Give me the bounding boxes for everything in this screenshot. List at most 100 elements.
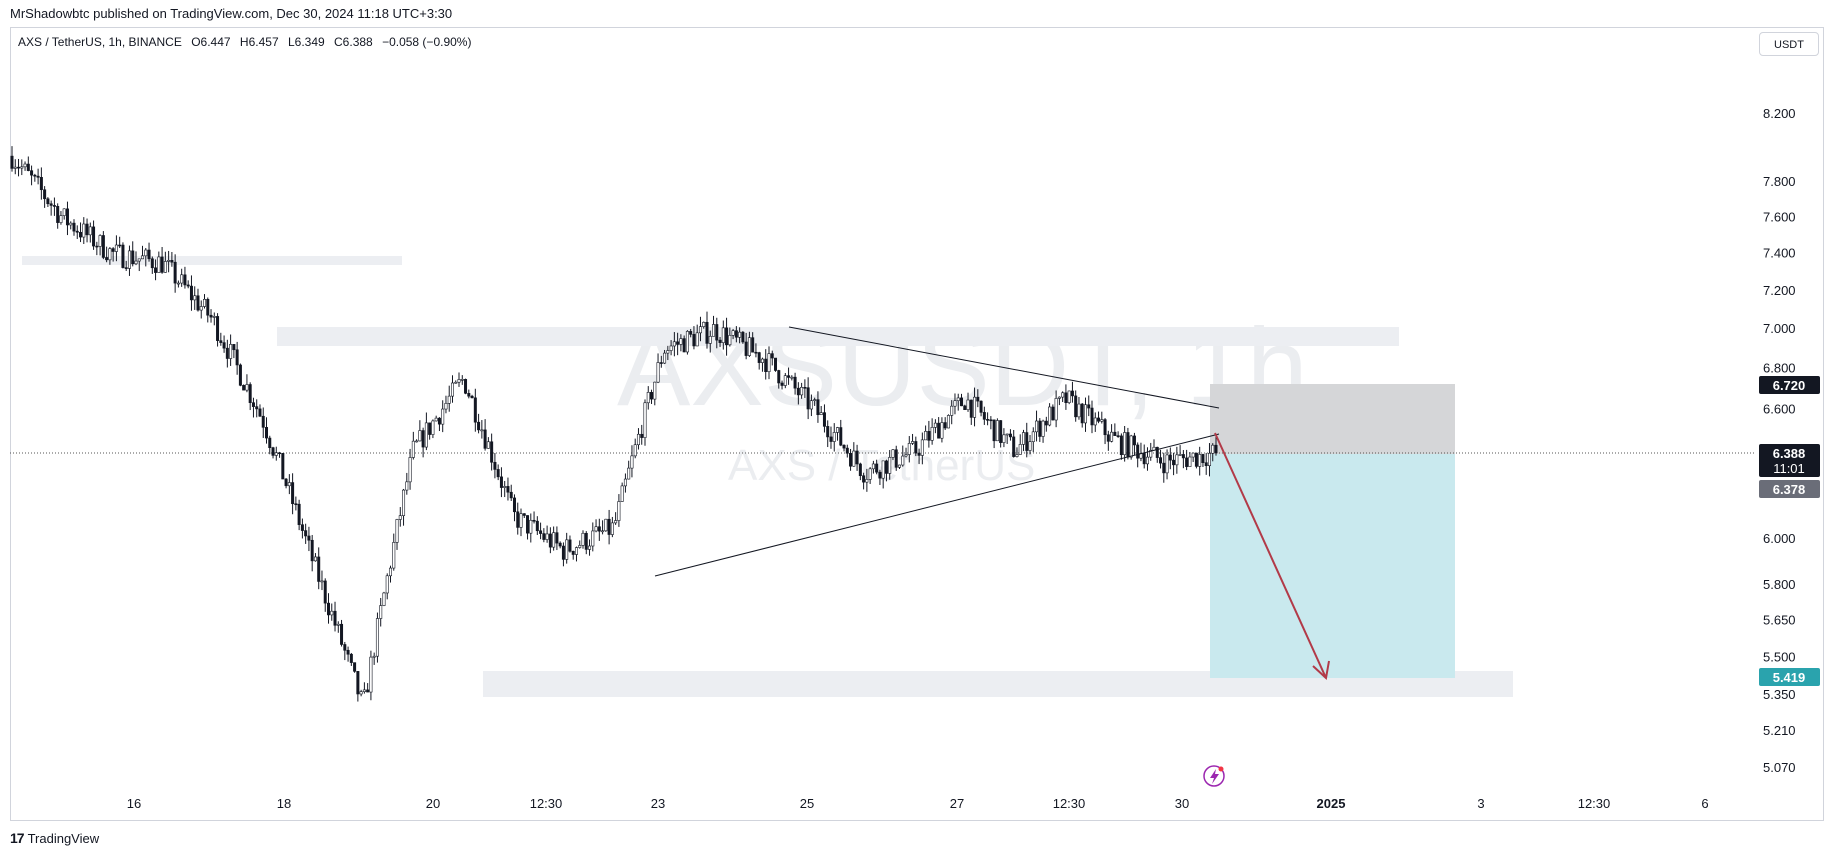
candle-body: [532, 519, 536, 522]
candle-body: [1083, 404, 1087, 424]
lightning-icon[interactable]: [1203, 765, 1225, 787]
candle-body: [1188, 456, 1192, 467]
candle-body: [402, 489, 406, 516]
candle-body: [728, 335, 732, 346]
candle-body: [59, 215, 63, 223]
candle-body: [734, 330, 738, 338]
entry-price-badge: 6.378: [1759, 480, 1820, 498]
candle-body: [114, 244, 118, 252]
candle-body: [1067, 390, 1071, 403]
take-profit-zone[interactable]: [1210, 454, 1455, 678]
candle-body: [774, 357, 778, 371]
candle-body: [375, 618, 379, 657]
candle-body: [1165, 454, 1169, 474]
candle-body: [36, 175, 40, 178]
candle-body: [1126, 432, 1130, 458]
candle-body: [349, 653, 353, 663]
time-axis[interactable]: 16 18 20 12:30 23 25 27 12:30 30 2025 3 12:30 6: [127, 796, 1709, 811]
candle-body: [865, 479, 869, 483]
candle-body: [747, 337, 751, 356]
candle-body: [460, 379, 464, 381]
candle-body: [268, 437, 272, 448]
candle-body: [503, 486, 507, 488]
candle-body: [565, 539, 569, 560]
candle-body: [793, 376, 797, 389]
candle-body: [467, 393, 471, 397]
candle-body: [1090, 407, 1094, 426]
candle-body: [483, 429, 487, 449]
candle-body: [297, 503, 301, 525]
candle-body: [428, 422, 432, 435]
price-axis[interactable]: 8.200 7.800 7.600 7.400 7.200 7.000 6.800 6.600…: [1763, 106, 1796, 775]
candle-body: [754, 351, 758, 354]
candle-body: [669, 345, 673, 351]
candle-body: [568, 539, 572, 552]
candle-body: [281, 453, 285, 480]
triangle-lower-trendline[interactable]: [654, 433, 1220, 577]
time-tick-label: 20: [426, 796, 440, 811]
candle-body: [715, 324, 719, 341]
current-price-text: 6.388: [1773, 446, 1806, 461]
candle-body: [421, 430, 425, 448]
candle-body: [278, 452, 282, 455]
candle-body: [1132, 435, 1136, 446]
candle-body: [111, 248, 115, 252]
candle-body: [255, 406, 259, 410]
candle-body: [721, 327, 725, 343]
candle-body: [539, 530, 543, 534]
legend-change: −0.058 (−0.90%): [382, 35, 472, 49]
candle-body: [868, 468, 872, 480]
candle-body: [819, 412, 823, 416]
candle-body: [173, 261, 177, 284]
candle-body: [594, 526, 598, 532]
candle-body: [1005, 433, 1009, 436]
candle-body: [751, 337, 755, 353]
candle-body: [1110, 431, 1114, 442]
candle-body: [832, 432, 836, 442]
candle-body: [52, 205, 56, 207]
candle-body: [783, 375, 787, 386]
candle-body: [663, 352, 667, 364]
symbol-legend: AXS / TetherUS, 1h, BINANCE O6.447 H6.45…: [18, 35, 477, 49]
candle-body: [950, 405, 954, 416]
candle-body: [43, 189, 47, 200]
candle-body: [379, 605, 383, 619]
watermark-symbol: AXSUSDT, 1h: [617, 306, 1308, 429]
triangle-upper-trendline[interactable]: [788, 326, 1220, 409]
candle-body: [692, 334, 696, 347]
candle-body: [313, 556, 317, 562]
footer-brand[interactable]: 17 TradingView: [10, 830, 99, 846]
candle-body: [757, 352, 761, 363]
candle-body: [643, 402, 647, 438]
legend-symbol[interactable]: AXS / TetherUS, 1h, BINANCE: [18, 35, 182, 49]
candle-body: [914, 441, 918, 454]
candle-body: [959, 397, 963, 407]
candle-body: [659, 362, 663, 364]
candle-body: [584, 532, 588, 550]
candle-body: [888, 457, 892, 474]
candle-body: [826, 426, 830, 438]
candlestick-series: [10, 146, 1218, 702]
candle-body: [917, 452, 921, 456]
candle-body: [806, 387, 810, 410]
candle-body: [973, 396, 977, 418]
candle-body: [450, 382, 454, 397]
candle-body: [672, 341, 676, 347]
candle-body: [457, 379, 461, 383]
currency-unit-button[interactable]: USDT: [1759, 32, 1819, 56]
candle-body: [933, 422, 937, 428]
candle-body: [1155, 446, 1159, 458]
candle-body: [434, 417, 438, 422]
candle-body: [1041, 420, 1045, 437]
price-tick-label: 5.650: [1763, 613, 1796, 628]
candle-body: [121, 244, 125, 268]
stop-loss-zone[interactable]: [1210, 384, 1455, 454]
candle-body: [124, 267, 128, 269]
candle-body: [845, 447, 849, 454]
candle-body: [617, 501, 621, 521]
projection-arrow[interactable]: [1214, 432, 1327, 679]
candle-body: [222, 342, 226, 349]
candle-body: [604, 518, 608, 532]
entry-price-text: 6.378: [1773, 482, 1806, 497]
